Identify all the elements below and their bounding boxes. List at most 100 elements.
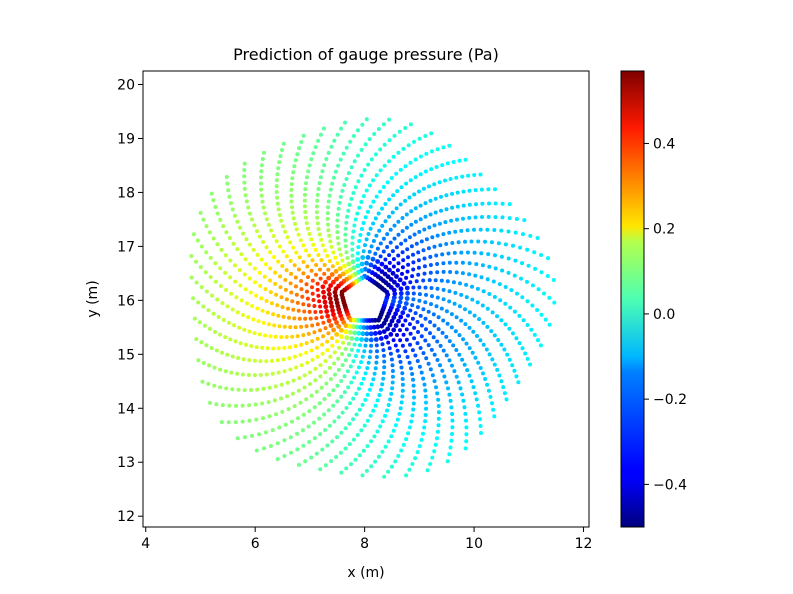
scatter-point	[404, 181, 409, 186]
scatter-point	[375, 398, 380, 403]
scatter-point	[351, 191, 356, 195]
scatter-point	[376, 266, 381, 272]
scatter-point	[242, 174, 247, 179]
scatter-point	[225, 181, 230, 186]
scatter-point	[371, 377, 376, 382]
scatter-point	[311, 242, 316, 247]
scatter-point	[427, 278, 432, 283]
scatter-point	[539, 270, 544, 275]
scatter-point	[478, 338, 483, 343]
scatter-point	[335, 218, 340, 223]
scatter-point	[478, 366, 483, 370]
scatter-point	[198, 265, 203, 270]
scatter-point	[441, 261, 446, 266]
scatter-point	[486, 187, 491, 192]
scatter-point	[441, 348, 446, 353]
scatter-point	[241, 357, 246, 362]
scatter-point	[464, 341, 469, 346]
scatter-point	[380, 449, 385, 454]
scatter-point	[346, 385, 351, 390]
scatter-point	[400, 250, 405, 255]
scatter-point	[423, 285, 428, 290]
scatter-point	[343, 232, 348, 237]
scatter-point	[469, 379, 474, 384]
scatter-point	[303, 210, 308, 214]
scatter-point	[514, 217, 519, 221]
scatter-point	[337, 200, 342, 205]
scatter-point	[317, 401, 322, 406]
scatter-point	[307, 253, 312, 258]
scatter-point	[490, 357, 495, 362]
scatter-point	[433, 210, 438, 215]
scatter-point	[247, 329, 252, 334]
scatter-point	[461, 398, 466, 403]
scatter-point	[368, 337, 374, 343]
scatter-point	[397, 277, 403, 283]
scatter-point	[512, 273, 517, 278]
scatter-point	[410, 348, 415, 353]
scatter-point	[352, 159, 357, 164]
scatter-point	[373, 403, 378, 408]
scatter-point	[220, 350, 224, 355]
scatter-point	[457, 304, 462, 309]
scatter-point	[357, 365, 361, 370]
scatter-point	[355, 128, 360, 133]
scatter-point	[477, 410, 482, 415]
scatter-point	[523, 351, 528, 356]
scatter-point	[302, 373, 307, 378]
scatter-point	[401, 258, 406, 263]
scatter-point	[324, 309, 330, 314]
scatter-point	[230, 387, 235, 392]
scatter-point	[478, 417, 482, 422]
scatter-point	[391, 327, 397, 333]
scatter-point	[246, 315, 251, 320]
scatter-point	[393, 343, 398, 348]
scatter-point	[423, 388, 428, 393]
scatter-point	[297, 316, 302, 321]
scatter-point	[293, 344, 298, 349]
scatter-point	[326, 275, 332, 281]
scatter-point	[218, 367, 223, 372]
scatter-point	[254, 417, 259, 422]
scatter-point	[495, 314, 500, 319]
scatter-point	[314, 451, 319, 456]
scatter-point	[458, 281, 462, 286]
scatter-point	[221, 318, 226, 322]
scatter-point	[304, 282, 309, 287]
scatter-point	[343, 323, 349, 329]
scatter-point	[274, 190, 279, 194]
scatter-point	[465, 250, 470, 255]
scatter-point	[358, 343, 362, 348]
scatter-point	[285, 394, 290, 399]
scatter-point	[328, 283, 333, 288]
scatter-point	[258, 359, 263, 364]
scatter-point	[422, 227, 427, 232]
scatter-point	[299, 140, 304, 144]
scatter-point	[301, 302, 306, 307]
scatter-point	[364, 325, 370, 330]
scatter-point	[275, 441, 280, 446]
scatter-point	[290, 391, 295, 396]
scatter-point	[411, 285, 416, 290]
scatter-point	[315, 215, 320, 220]
scatter-point	[440, 368, 445, 373]
scatter-point	[409, 366, 413, 371]
scatter-point	[372, 132, 377, 136]
scatter-point	[221, 224, 226, 229]
scatter-point	[312, 304, 317, 308]
colorbar-gradient	[620, 70, 645, 528]
scatter-point	[310, 258, 315, 263]
scatter-point	[424, 406, 428, 411]
scatter-point	[244, 301, 249, 306]
scatter-point	[406, 143, 411, 148]
scatter-point	[446, 386, 450, 391]
scatter-point	[355, 433, 360, 437]
scatter-point	[278, 274, 283, 279]
scatter-point	[242, 168, 247, 172]
scatter-point	[224, 288, 228, 292]
scatter-point	[512, 368, 517, 373]
colorbar-tick-label: 0.2	[653, 222, 675, 238]
scatter-point	[431, 335, 436, 340]
scatter-point	[438, 343, 443, 348]
scatter-point	[368, 204, 373, 209]
